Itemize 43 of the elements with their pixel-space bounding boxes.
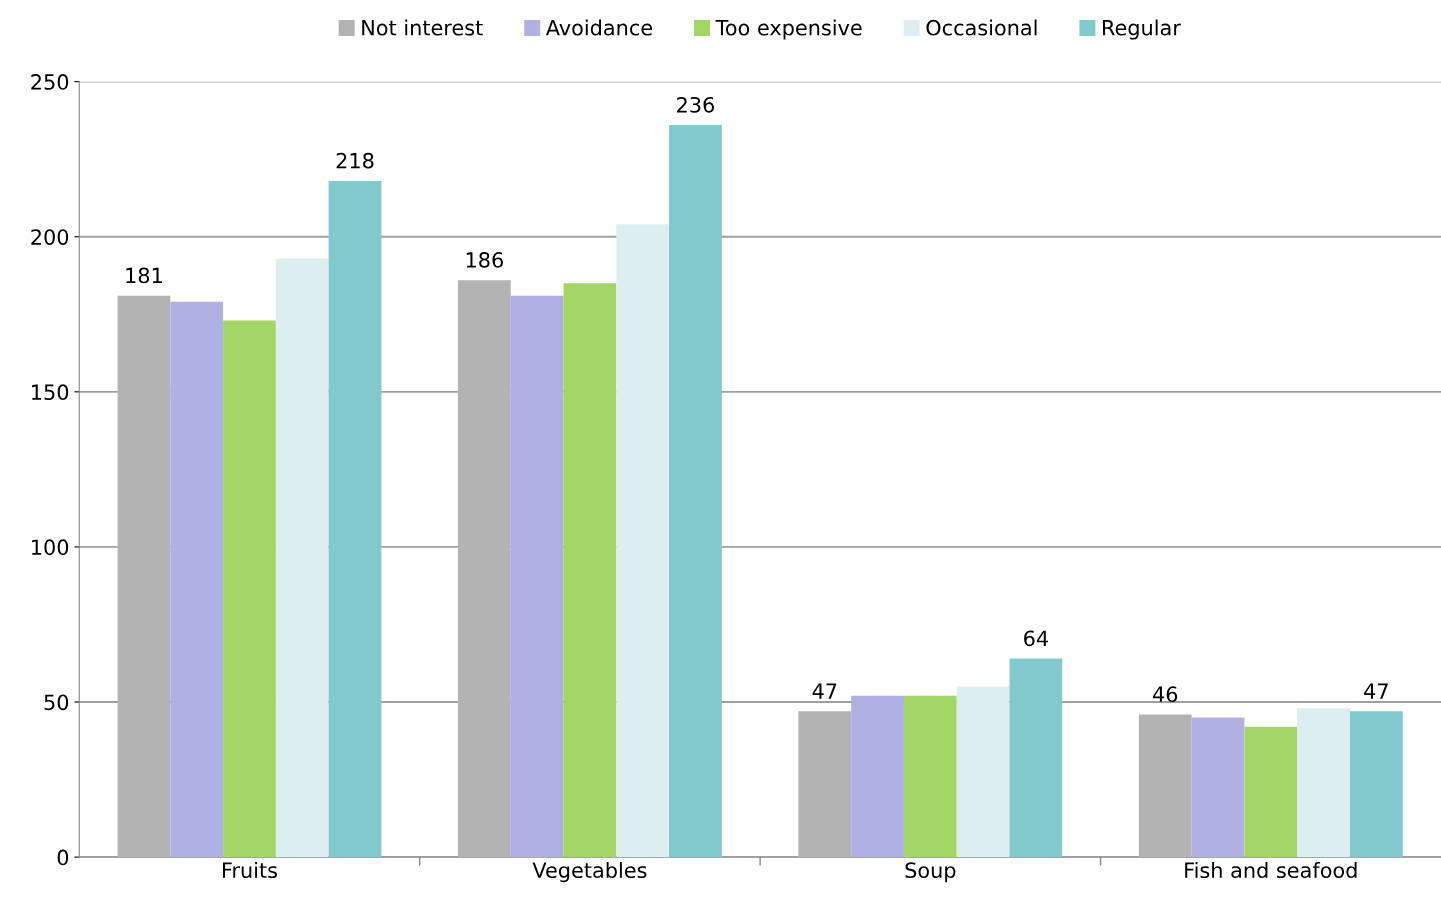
legend-label: Occasional: [926, 19, 1037, 36]
y-tick-label: 200: [31, 229, 69, 245]
y-tick-label: 250: [31, 74, 69, 90]
y-tick-label: 100: [32, 539, 69, 556]
bar: [328, 180, 382, 858]
bar: [616, 224, 670, 858]
x-tick-label: Fish and seafood: [1185, 861, 1357, 879]
legend-label: Avoidance: [545, 19, 652, 36]
bar: [457, 280, 511, 858]
data-label: 236: [677, 96, 715, 113]
bar: [903, 695, 957, 858]
data-label: 186: [466, 252, 503, 268]
bar: [117, 295, 171, 858]
legend-label: Regular: [1103, 19, 1181, 40]
bar: [956, 686, 1010, 858]
x-tick-label: Fruits: [222, 861, 277, 879]
bar: [1191, 717, 1245, 858]
bar: [170, 301, 224, 858]
bar: [1009, 658, 1063, 858]
bar: [510, 295, 564, 858]
bar: [669, 125, 722, 858]
legend-label: Not interest: [362, 19, 483, 36]
bar: [851, 695, 904, 858]
data-label: 181: [126, 267, 162, 284]
data-label: 47: [812, 683, 837, 699]
data-label: 218: [336, 152, 374, 169]
y-tick-label: 150: [32, 384, 69, 401]
bar: [1297, 708, 1350, 858]
bar: [563, 283, 617, 858]
x-tick-label: Soup: [905, 862, 956, 883]
data-label: 64: [1024, 630, 1048, 647]
bar: [275, 258, 329, 858]
bar: [1349, 711, 1403, 858]
legend-label: Too expensive: [715, 19, 862, 40]
bar: [223, 320, 276, 858]
bar: [798, 711, 852, 858]
bar: [1138, 714, 1192, 858]
data-label: 46: [1153, 686, 1178, 703]
bar: [1244, 726, 1298, 858]
y-tick-label: 50: [44, 694, 69, 711]
x-tick-label: Vegetables: [532, 861, 647, 883]
data-label: 47: [1364, 683, 1388, 699]
y-tick-label: 0: [57, 849, 69, 866]
